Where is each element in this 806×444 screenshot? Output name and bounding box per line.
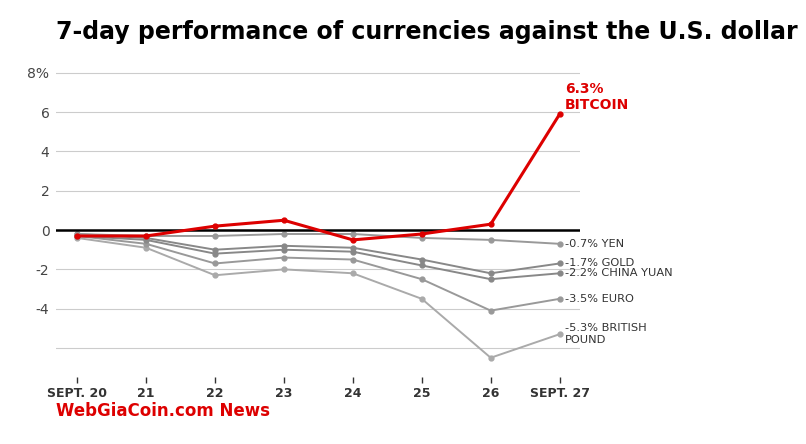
- Text: -0.7% YEN: -0.7% YEN: [565, 239, 625, 249]
- Text: -2.2% CHINA YUAN: -2.2% CHINA YUAN: [565, 268, 673, 278]
- Text: -5.3% BRITISH
POUND: -5.3% BRITISH POUND: [565, 323, 647, 345]
- Text: -1.7% GOLD: -1.7% GOLD: [565, 258, 634, 269]
- Text: -3.5% EURO: -3.5% EURO: [565, 294, 634, 304]
- Text: 7-day performance of currencies against the U.S. dollar: 7-day performance of currencies against …: [56, 20, 798, 44]
- Text: WebGiaCoin.com News: WebGiaCoin.com News: [56, 401, 271, 420]
- Text: 6.3%
BITCOIN: 6.3% BITCOIN: [565, 82, 629, 112]
